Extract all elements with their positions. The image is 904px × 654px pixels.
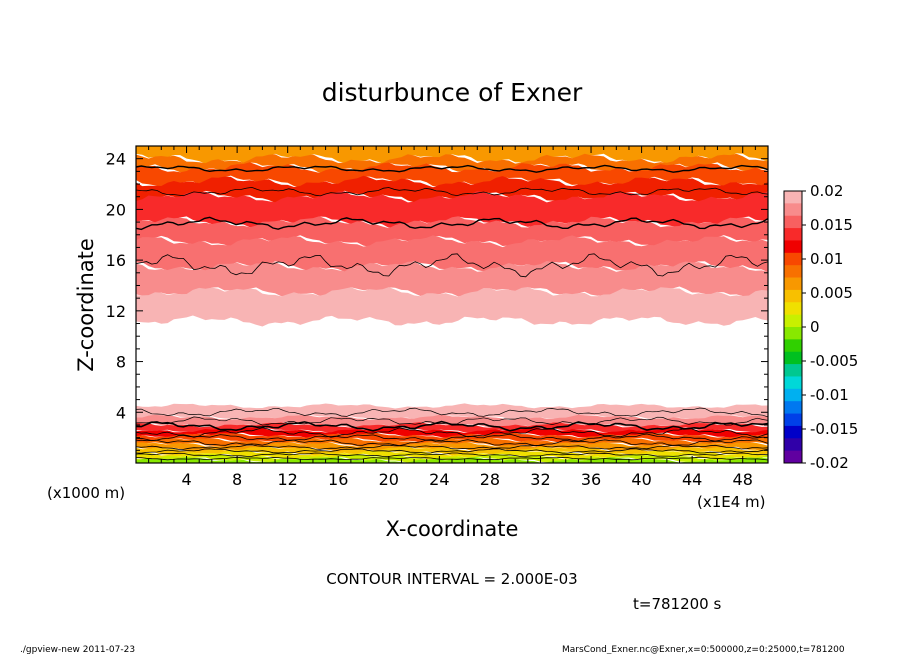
contour-band-5 [136,216,768,247]
contour-line-11 [135,448,769,454]
contour-band-6 [136,235,768,273]
x-tick-label: 36 [581,470,601,489]
contour-line-1 [135,186,769,197]
colorbar-label: 0.005 [810,284,853,302]
time-label: t=781200 s [633,595,721,613]
contour-band-10 [136,414,768,428]
colorbar-label: 0.01 [810,250,843,268]
colorbar-swatch [784,376,802,390]
contour-line-3 [135,253,769,278]
colorbar-swatch [784,401,802,414]
x-tick-label: 28 [480,470,500,489]
colorbar-label: 0 [810,318,820,336]
contour-line-12 [135,452,769,457]
colorbar: 0.02 0.015 0.01 0.005 0 -0.005 -0.01 -0.015 -0.0… [783,182,858,472]
colorbar-swatch [784,339,802,353]
y-axis-ticks: 4 8 12 16 20 24 [106,150,768,451]
contour-line-0 [135,164,769,173]
colorbar-swatch [784,351,802,365]
contour-line-7 [135,427,769,438]
x-tick-label: 40 [631,470,651,489]
contour-line-10 [135,444,769,450]
x-axis-ticks: 4 8 12 16 20 24 28 32 36 40 44 48 [148,146,756,489]
contour-band-18 [136,453,768,463]
colorbar-swatch [784,302,802,316]
colorbar-swatch [784,252,802,266]
colorbar-swatch [784,215,802,229]
colorbar-swatch [784,364,802,377]
x-tick-label: 8 [232,470,242,489]
x-tick-label: 20 [379,470,399,489]
y-tick-label: 12 [106,302,126,321]
colorbar-swatch [784,327,802,340]
colorbar-swatch [784,314,802,328]
colorbar-label: 0.02 [810,182,843,200]
colorbar-swatch [784,240,802,254]
y-tick-label: 16 [106,251,126,270]
colorbar-swatch [784,438,802,452]
colorbar-swatch [784,450,802,464]
colorbar-swatch [784,289,802,303]
colorbar-swatch [784,203,802,217]
y-tick-label: 24 [106,150,126,169]
x-axis-unit: (x1E4 m) [697,493,766,511]
y-tick-label: 8 [116,353,126,372]
colorbar-swatch [784,388,802,402]
x-tick-label: 32 [530,470,550,489]
colorbar-swatch [784,191,802,204]
footer-right: MarsCond_Exner.nc@Exner,x=0:500000,z=0:2… [562,645,845,654]
y-tick-label: 20 [106,200,126,219]
colorbar-swatch [784,265,802,278]
x-tick-label: 24 [429,470,449,489]
x-axis-label: X-coordinate [386,517,519,541]
contour-band-4 [136,190,768,228]
contour-interval-label: CONTOUR INTERVAL = 2.000E-03 [326,570,577,588]
x-tick-label: 48 [733,470,753,489]
plot-area [135,145,769,464]
contour-line-4 [135,407,769,418]
chart-title: disturbunce of Exner [322,78,583,107]
contour-band-15 [136,442,768,452]
colorbar-label: -0.015 [810,420,858,438]
x-tick-label: 44 [682,470,702,489]
x-tick-label: 12 [278,470,298,489]
y-tick-label: 4 [116,403,126,422]
y-axis-unit: (x1000 m) [47,484,125,502]
colorbar-label: -0.01 [810,386,849,404]
contour-line-9 [135,439,769,447]
contour-band-1 [136,153,768,173]
y-axis-label: Z-coordinate [74,238,98,372]
contour-line-2 [135,216,769,231]
colorbar-label: -0.005 [810,352,858,370]
footer-left: ./gpview-new 2011-07-23 [20,645,135,654]
colorbar-swatch [784,228,802,241]
contour-band-2 [136,162,768,188]
x-tick-label: 4 [181,470,191,489]
colorbar-label: -0.02 [810,454,849,472]
contour-band-7 [136,261,768,298]
colorbar-label: 0.015 [810,216,853,234]
contour-line-6 [135,420,769,432]
colorbar-swatch [784,277,802,291]
contour-band-8 [136,287,768,327]
colorbar-swatch [784,413,802,427]
x-tick-label: 16 [328,470,348,489]
colorbar-swatch [784,425,802,439]
contour-line-8 [135,433,769,442]
contour-band-0 [136,146,768,164]
